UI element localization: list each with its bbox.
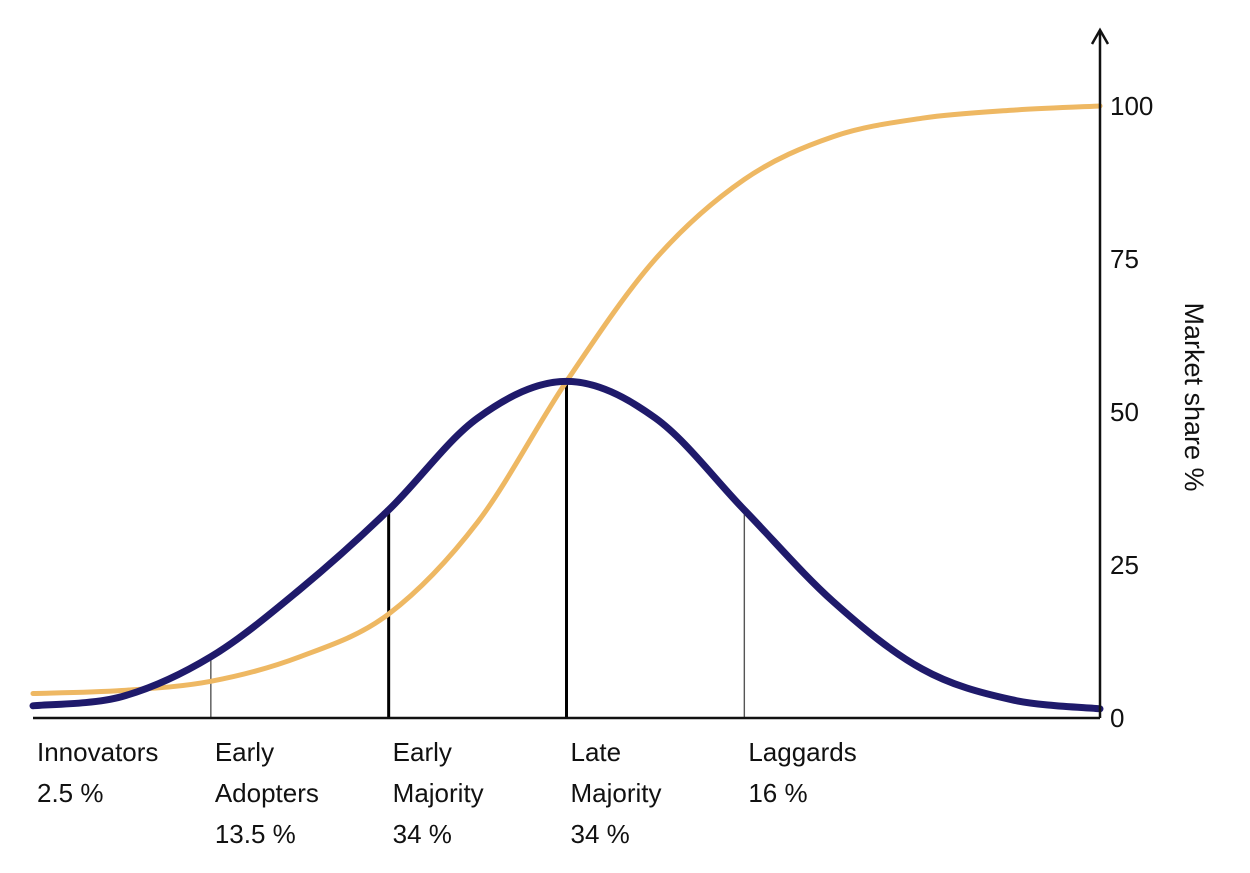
segment-name: Early <box>214 737 275 767</box>
segment-label-laggards: Laggards 16 % <box>748 732 856 814</box>
y-tick-label-25: 25 <box>1110 550 1139 580</box>
segment-name: Laggards <box>748 737 857 767</box>
segment-name: Early <box>392 737 452 767</box>
y-tick-label-0: 0 <box>1110 703 1124 733</box>
y-tick-label-100: 100 <box>1110 91 1153 121</box>
y-axis-arrow-icon <box>1090 27 1110 45</box>
segment-percent: 13.5 % <box>214 819 296 849</box>
adoption-bell-curve <box>29 377 1104 713</box>
y-tick-label-75: 75 <box>1110 244 1139 274</box>
segment-name: Late <box>570 737 622 767</box>
segment-percent: 2.5 % <box>37 778 104 808</box>
segment-name: Innovators <box>37 737 159 767</box>
y-tick-label-50: 50 <box>1110 397 1139 427</box>
segment-name: Adopters <box>214 778 319 808</box>
segment-label-early-majority: Early Majority 34 % <box>393 732 484 855</box>
segment-label-innovators: Innovators 2.5 % <box>37 732 158 814</box>
segment-label-late-majority: Late Majority 34 % <box>571 732 662 855</box>
y-axis-ticks: 0 25 50 75 100 <box>1110 91 1153 733</box>
segment-label-early-adopters: Early Adopters 13.5 % <box>215 732 319 855</box>
segment-percent: 34 % <box>570 819 630 849</box>
y-axis-title: Market share % <box>1179 302 1209 491</box>
segment-percent: 34 % <box>392 819 452 849</box>
segment-percent: 16 % <box>748 778 808 808</box>
segment-name: Majority <box>570 778 662 808</box>
segment-dividers <box>210 381 746 718</box>
segment-name: Majority <box>392 778 484 808</box>
